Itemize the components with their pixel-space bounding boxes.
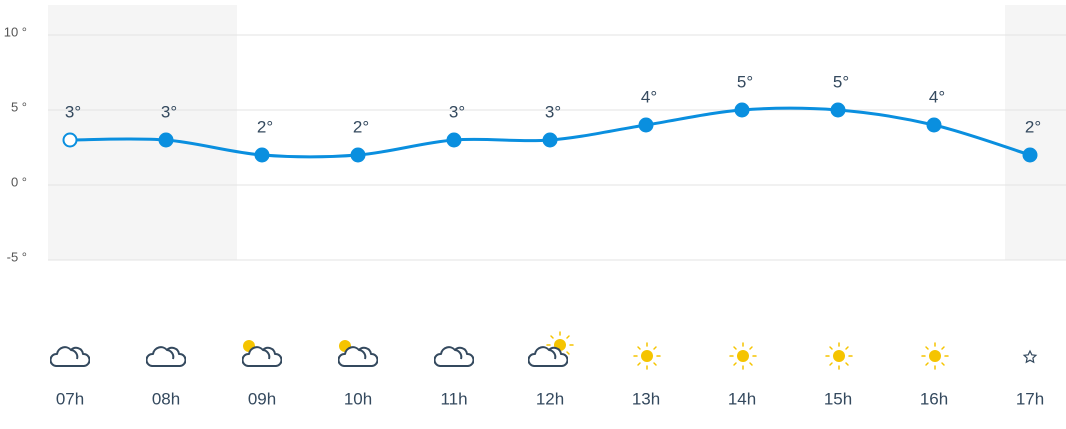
hour-label: 12h xyxy=(536,389,564,408)
icon-clear-night xyxy=(1022,349,1038,364)
temperature-point xyxy=(926,117,942,133)
value-label: 2° xyxy=(257,117,273,136)
y-tick-label: -5 ° xyxy=(7,249,27,264)
temperature-point xyxy=(734,102,750,118)
temperature-point xyxy=(830,102,846,118)
icon-sunny xyxy=(633,342,661,370)
temperature-point xyxy=(542,132,558,148)
hour-label: 11h xyxy=(440,389,467,408)
weather-icons xyxy=(50,331,1038,370)
value-label: 3° xyxy=(65,102,81,121)
hour-label: 10h xyxy=(344,389,372,408)
temperature-point xyxy=(1022,147,1038,163)
night-band xyxy=(1005,5,1066,260)
icon-cloudy xyxy=(146,346,186,367)
temperature-point xyxy=(254,147,270,163)
y-tick-label: 10 ° xyxy=(4,24,27,39)
night-band xyxy=(48,5,237,260)
hour-label: 16h xyxy=(920,389,948,408)
hour-label: 07h xyxy=(56,389,84,408)
temperature-point xyxy=(62,132,78,148)
hour-label: 14h xyxy=(728,389,756,408)
value-label: 3° xyxy=(545,102,561,121)
value-label: 4° xyxy=(929,87,945,106)
y-tick-label: 0 ° xyxy=(11,174,27,189)
y-tick-label: 5 ° xyxy=(11,99,27,114)
value-label: 5° xyxy=(737,72,753,91)
value-label: 2° xyxy=(1025,117,1041,136)
temperature-point xyxy=(158,132,174,148)
value-label: 2° xyxy=(353,117,369,136)
temperature-point xyxy=(446,132,462,148)
icon-cloudy xyxy=(50,346,90,367)
icon-sunny xyxy=(825,342,853,370)
hour-label: 15h xyxy=(824,389,852,408)
icon-cloudy xyxy=(434,346,474,367)
value-label: 5° xyxy=(833,72,849,91)
value-label: 3° xyxy=(449,102,465,121)
hour-label: 08h xyxy=(152,389,180,408)
hour-label: 13h xyxy=(632,389,660,408)
temperature-point xyxy=(350,147,366,163)
hour-label: 09h xyxy=(248,389,276,408)
value-label: 4° xyxy=(641,87,657,106)
icon-sunny xyxy=(921,342,949,370)
value-label: 3° xyxy=(161,102,177,121)
hour-label: 17h xyxy=(1016,389,1044,408)
icon-sunny xyxy=(729,342,757,370)
temperature-point xyxy=(638,117,654,133)
